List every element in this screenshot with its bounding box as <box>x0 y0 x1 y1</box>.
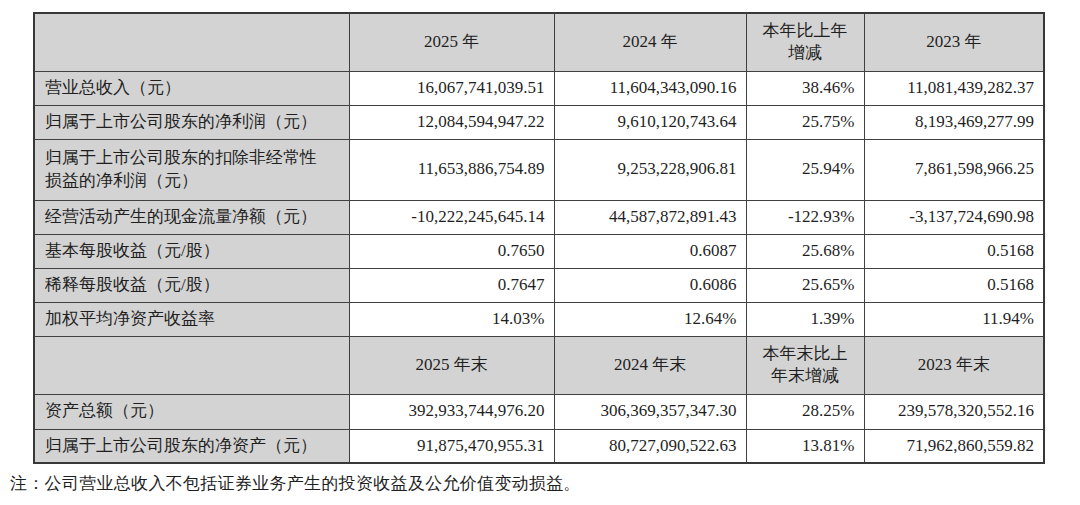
cell-value: -3,137,724,690.98 <box>864 200 1044 234</box>
table-row-total-assets: 资产总额（元） 392,933,744,976.20 306,369,357,3… <box>34 394 1044 429</box>
table-header-period-end: 2025 年末 2024 年末 本年末比上年末增减 2023 年末 <box>34 336 1044 394</box>
table-row-net-profit: 归属于上市公司股东的净利润（元） 12,084,594,947.22 9,610… <box>34 105 1044 139</box>
table-row-net-profit-excl-nonrecurring: 归属于上市公司股东的扣除非经常性损益的净利润（元） 11,653,886,754… <box>34 139 1044 200</box>
cell-value: 306,369,357,347.30 <box>554 394 746 429</box>
cell-value: 91,875,470,955.31 <box>349 429 554 463</box>
cell-value: 0.6086 <box>554 268 746 302</box>
column-header-end-yoy-change: 本年末比上年末增减 <box>746 336 864 394</box>
cell-value: 25.68% <box>746 234 864 268</box>
column-header-2024: 2024 年 <box>554 13 746 71</box>
cell-value: 9,610,120,743.64 <box>554 105 746 139</box>
table-row-weighted-avg-roe: 加权平均净资产收益率 14.03% 12.64% 1.39% 11.94% <box>34 302 1044 336</box>
cell-value: 13.81% <box>746 429 864 463</box>
cell-value: 11,604,343,090.16 <box>554 71 746 105</box>
cell-value: 16,067,741,039.51 <box>349 71 554 105</box>
row-label: 归属于上市公司股东的扣除非经常性损益的净利润（元） <box>34 139 349 200</box>
column-header-2023-end: 2023 年末 <box>864 336 1044 394</box>
cell-value: 11.94% <box>864 302 1044 336</box>
table-row-operating-cash-flow: 经营活动产生的现金流量净额（元） -10,222,245,645.14 44,5… <box>34 200 1044 234</box>
column-header-2024-end: 2024 年末 <box>554 336 746 394</box>
cell-value: 11,081,439,282.37 <box>864 71 1044 105</box>
row-label: 加权平均净资产收益率 <box>34 302 349 336</box>
cell-value: 0.5168 <box>864 234 1044 268</box>
corner-cell <box>34 336 349 394</box>
row-label: 基本每股收益（元/股） <box>34 234 349 268</box>
cell-value: 12.64% <box>554 302 746 336</box>
column-header-2023: 2023 年 <box>864 13 1044 71</box>
cell-value: -122.93% <box>746 200 864 234</box>
cell-value: 0.5168 <box>864 268 1044 302</box>
table-row-net-assets: 归属于上市公司股东的净资产（元） 91,875,470,955.31 80,72… <box>34 429 1044 463</box>
cell-value: 7,861,598,966.25 <box>864 139 1044 200</box>
table-header-annual: 2025 年 2024 年 本年比上年增减 2023 年 <box>34 13 1044 71</box>
row-label: 稀释每股收益（元/股） <box>34 268 349 302</box>
cell-value: 0.7650 <box>349 234 554 268</box>
row-label: 归属于上市公司股东的净资产（元） <box>34 429 349 463</box>
cell-value: 392,933,744,976.20 <box>349 394 554 429</box>
column-header-2025-end: 2025 年末 <box>349 336 554 394</box>
row-label: 营业总收入（元） <box>34 71 349 105</box>
cell-value: 0.7647 <box>349 268 554 302</box>
row-label: 经营活动产生的现金流量净额（元） <box>34 200 349 234</box>
cell-value: 0.6087 <box>554 234 746 268</box>
cell-value: 8,193,469,277.99 <box>864 105 1044 139</box>
cell-value: 1.39% <box>746 302 864 336</box>
cell-value: 239,578,320,552.16 <box>864 394 1044 429</box>
financial-report-page: 2025 年 2024 年 本年比上年增减 2023 年 营业总收入（元） 16… <box>0 0 1080 505</box>
cell-value: -10,222,245,645.14 <box>349 200 554 234</box>
cell-value: 14.03% <box>349 302 554 336</box>
cell-value: 25.94% <box>746 139 864 200</box>
table-row-basic-eps: 基本每股收益（元/股） 0.7650 0.6087 25.68% 0.5168 <box>34 234 1044 268</box>
footnote-text: 注：公司营业总收入不包括证券业务产生的投资收益及公允价值变动损益。 <box>10 472 581 495</box>
corner-cell <box>34 13 349 71</box>
cell-value: 44,587,872,891.43 <box>554 200 746 234</box>
cell-value: 71,962,860,559.82 <box>864 429 1044 463</box>
row-label: 资产总额（元） <box>34 394 349 429</box>
cell-value: 25.65% <box>746 268 864 302</box>
column-header-yoy-change: 本年比上年增减 <box>746 13 864 71</box>
key-accounting-data-table: 2025 年 2024 年 本年比上年增减 2023 年 营业总收入（元） 16… <box>33 12 1045 464</box>
column-header-2025: 2025 年 <box>349 13 554 71</box>
cell-value: 80,727,090,522.63 <box>554 429 746 463</box>
cell-value: 11,653,886,754.89 <box>349 139 554 200</box>
cell-value: 28.25% <box>746 394 864 429</box>
cell-value: 9,253,228,906.81 <box>554 139 746 200</box>
row-label: 归属于上市公司股东的净利润（元） <box>34 105 349 139</box>
table-row-total-revenue: 营业总收入（元） 16,067,741,039.51 11,604,343,09… <box>34 71 1044 105</box>
cell-value: 38.46% <box>746 71 864 105</box>
cell-value: 12,084,594,947.22 <box>349 105 554 139</box>
table-row-diluted-eps: 稀释每股收益（元/股） 0.7647 0.6086 25.65% 0.5168 <box>34 268 1044 302</box>
cell-value: 25.75% <box>746 105 864 139</box>
